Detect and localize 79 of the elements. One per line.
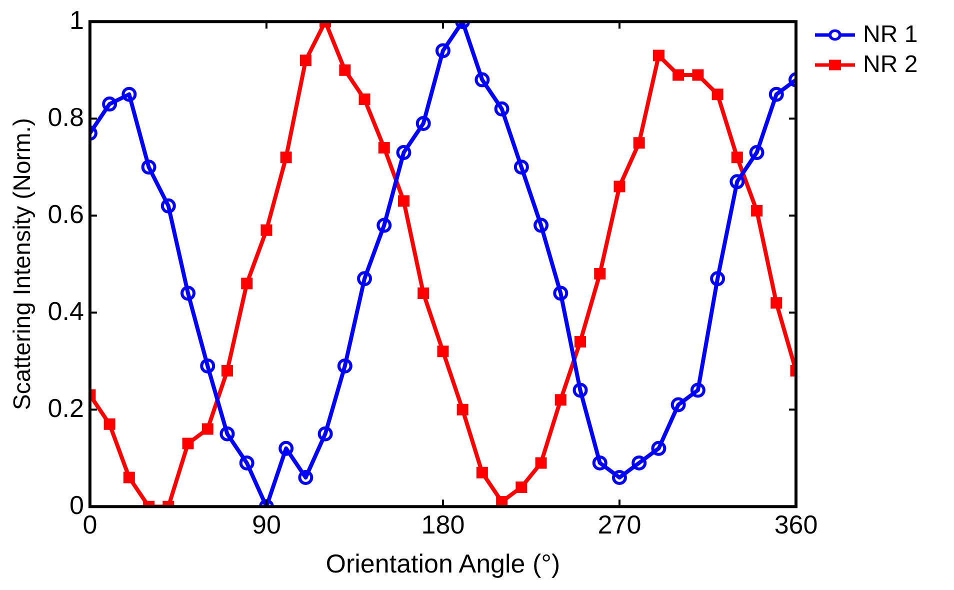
point xyxy=(221,365,233,377)
point xyxy=(418,287,430,299)
x-tick-label: 180 xyxy=(421,509,465,540)
point xyxy=(298,470,314,485)
x-axis-title: Orientation Angle (°) xyxy=(326,548,560,579)
x-tick-label: 90 xyxy=(252,509,281,540)
point xyxy=(751,205,763,216)
point xyxy=(435,43,450,58)
point xyxy=(770,297,782,309)
point xyxy=(592,455,608,470)
point xyxy=(710,271,726,286)
point xyxy=(200,358,216,374)
point xyxy=(160,198,176,214)
point xyxy=(516,481,528,493)
point xyxy=(514,160,529,175)
point xyxy=(749,145,764,160)
point xyxy=(672,69,684,81)
point xyxy=(337,358,352,374)
legend-label: NR 2 xyxy=(863,51,918,79)
y-axis-title: Scattering Intensity (Norm.) xyxy=(9,118,36,410)
point xyxy=(398,195,410,207)
point xyxy=(496,496,508,507)
point xyxy=(553,286,568,301)
point xyxy=(437,346,449,358)
point xyxy=(239,455,254,470)
point xyxy=(670,397,686,412)
point xyxy=(241,278,253,290)
point xyxy=(632,455,647,470)
point xyxy=(180,286,196,301)
x-tick-label: 360 xyxy=(774,509,818,540)
point xyxy=(280,152,292,164)
point xyxy=(357,271,372,286)
point xyxy=(692,69,704,81)
point xyxy=(612,470,627,485)
point xyxy=(220,426,235,442)
point xyxy=(535,457,547,469)
point xyxy=(652,50,664,62)
point xyxy=(651,440,666,456)
point xyxy=(731,152,743,164)
point xyxy=(339,64,351,76)
point xyxy=(122,86,137,102)
point xyxy=(260,224,272,236)
point xyxy=(102,96,118,112)
point xyxy=(182,438,194,450)
y-tick-label: 0 xyxy=(69,490,84,520)
point xyxy=(202,423,214,435)
point xyxy=(574,336,586,348)
point xyxy=(358,93,370,105)
point xyxy=(318,426,333,442)
point xyxy=(476,466,488,478)
point xyxy=(534,218,549,233)
y-tick-label: 0.6 xyxy=(48,198,84,229)
point xyxy=(396,145,412,160)
point xyxy=(690,382,706,398)
point xyxy=(712,88,724,100)
legend-label: NR 1 xyxy=(863,21,918,49)
point xyxy=(768,86,784,102)
point xyxy=(474,72,490,88)
point xyxy=(730,174,745,190)
y-tick-label: 0.8 xyxy=(48,102,84,132)
point xyxy=(300,54,312,66)
point xyxy=(141,160,156,175)
point xyxy=(594,268,606,280)
point xyxy=(104,418,116,430)
y-tick-label: 0.2 xyxy=(48,392,84,423)
point xyxy=(378,142,390,154)
y-tick-label: 1 xyxy=(69,4,84,35)
point xyxy=(494,101,510,116)
point xyxy=(278,440,294,456)
point xyxy=(376,218,392,233)
point xyxy=(633,137,645,149)
point xyxy=(123,472,135,484)
point xyxy=(614,180,626,192)
point xyxy=(456,404,468,416)
point xyxy=(416,116,431,131)
x-tick-label: 270 xyxy=(598,509,642,540)
y-tick-label: 0.4 xyxy=(48,296,84,326)
point xyxy=(572,382,588,398)
point xyxy=(554,394,566,406)
